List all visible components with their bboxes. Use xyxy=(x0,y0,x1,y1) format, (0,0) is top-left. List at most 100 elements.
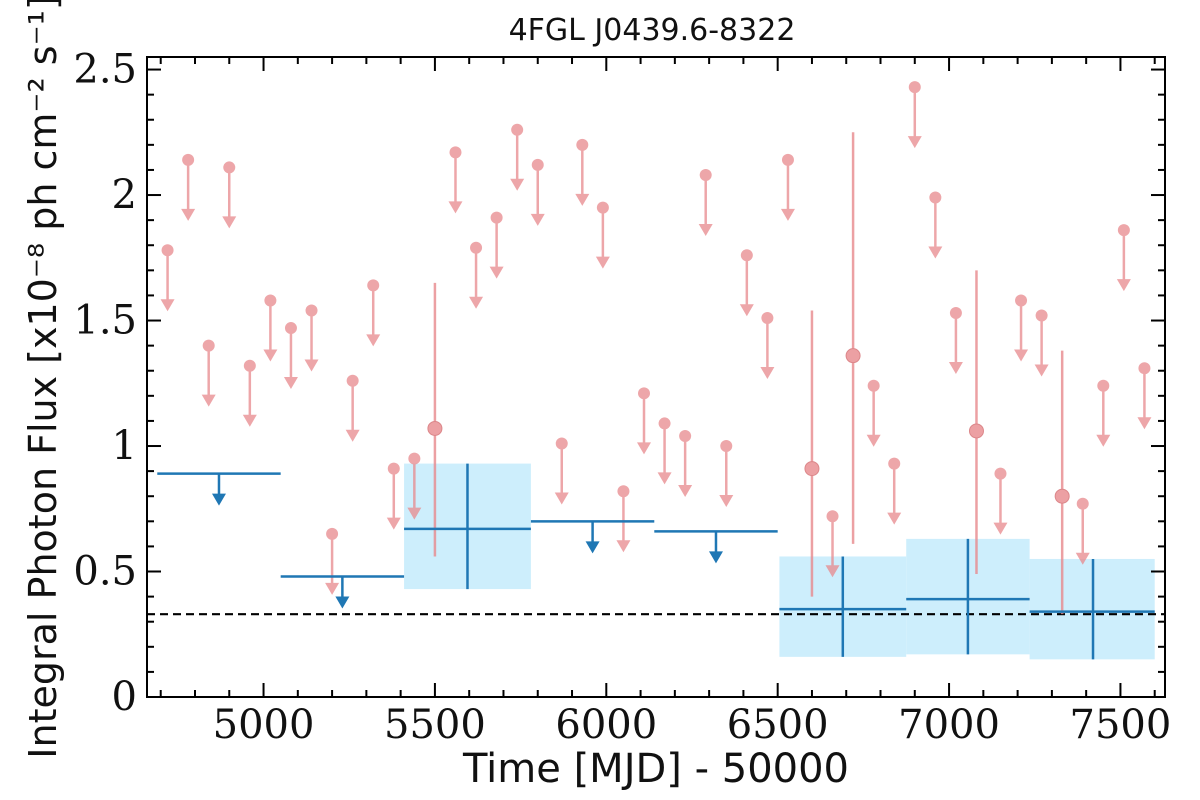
short-bin-upper-limit xyxy=(283,322,298,390)
short-bin-upper-limit xyxy=(825,510,840,578)
short-bin-upper-limit xyxy=(201,339,216,407)
short-bin-detection xyxy=(845,132,861,544)
short-bin-point xyxy=(367,279,380,292)
short-bin-upper-limit xyxy=(1014,294,1029,362)
short-bin-upper-limit xyxy=(907,81,922,149)
short-bin-upper-limit xyxy=(887,457,902,525)
axis-ticks: 5000 5500 6000 6500 7000 7500 0 0.5 1 1.5 2 2.5 xyxy=(73,47,1171,748)
upper-limit-arrowhead xyxy=(907,136,922,149)
short-bin-upper-limit xyxy=(1096,379,1111,447)
short-bin-point xyxy=(888,457,901,470)
long-bin-arrowhead xyxy=(335,596,350,609)
short-bin-upper-limit xyxy=(469,241,484,309)
short-bin-point xyxy=(223,161,236,174)
upper-limit-arrowhead xyxy=(595,256,610,269)
short-bin-point xyxy=(326,527,339,540)
y-tick-label: 2.5 xyxy=(73,47,137,93)
short-bin-point xyxy=(761,312,774,325)
short-bin-upper-limit xyxy=(657,417,672,485)
short-bin-upper-limit xyxy=(780,153,795,221)
short-bin-upper-limit xyxy=(575,138,590,206)
short-bin-point xyxy=(845,348,861,364)
upper-limit-arrowhead xyxy=(181,208,196,221)
short-bin-upper-limit xyxy=(1137,362,1152,430)
upper-limit-arrowhead xyxy=(1116,279,1131,292)
x-tick-label: 6000 xyxy=(555,702,657,748)
short-bin-point xyxy=(408,452,421,465)
short-bin-upper-limit xyxy=(948,307,963,374)
upper-limit-arrowhead xyxy=(160,299,175,312)
long-bin-arrowhead xyxy=(585,541,600,554)
short-bin-upper-limit xyxy=(616,485,631,553)
short-bin-upper-limit xyxy=(407,452,422,520)
upper-limit-arrowhead xyxy=(201,394,216,407)
upper-limit-arrowhead xyxy=(1137,417,1152,430)
short-bin-point xyxy=(679,429,692,442)
short-bin-upper-limit xyxy=(530,158,545,226)
short-bin-upper-limit xyxy=(304,304,319,372)
short-bin-upper-limit xyxy=(678,429,693,497)
upper-limit-arrowhead xyxy=(1096,434,1111,447)
short-bin-point xyxy=(638,387,651,400)
short-bin-point xyxy=(949,307,962,319)
short-bin-point xyxy=(1015,294,1028,307)
short-bin-detection xyxy=(968,270,984,575)
upper-limit-arrowhead xyxy=(366,334,381,347)
short-bin-point xyxy=(1117,224,1130,237)
upper-limit-arrowhead xyxy=(993,522,1008,535)
long-bin-arrowhead xyxy=(211,493,226,506)
upper-limit-arrowhead xyxy=(698,223,713,236)
short-bin-point xyxy=(908,81,921,94)
x-tick-label: 5500 xyxy=(384,702,486,748)
y-axis-label: Integral Photon Flux [x10⁻⁸ ph cm⁻² s⁻¹] xyxy=(21,0,65,759)
short-bin-detection xyxy=(1054,350,1070,615)
short-bin-upper-limit xyxy=(386,462,401,530)
short-bin-point xyxy=(182,153,195,166)
x-tick-label: 7500 xyxy=(1070,702,1172,748)
short-bin-point xyxy=(555,437,568,450)
short-bin-upper-limit xyxy=(366,279,381,347)
short-bin-detection xyxy=(427,282,443,557)
short-bin-point xyxy=(740,249,753,262)
short-bin-upper-limit xyxy=(160,244,175,312)
short-bin-point xyxy=(490,211,503,224)
short-bin-point xyxy=(826,510,839,523)
short-bin-upper-limit xyxy=(325,527,340,595)
upper-limit-arrowhead xyxy=(263,349,278,362)
short-bin-upper-limit xyxy=(222,161,237,229)
x-tick-label: 5000 xyxy=(213,702,315,748)
short-bin-upper-limit xyxy=(489,211,504,279)
chart-title: 4FGL J0439.6-8322 xyxy=(509,13,796,48)
short-bin-upper-limit xyxy=(181,153,196,221)
short-bin-upper-limit xyxy=(993,467,1008,535)
short-bin-point xyxy=(596,201,609,214)
upper-limit-arrowhead xyxy=(283,377,298,390)
short-bin-point xyxy=(387,462,400,475)
y-tick-label: 1.5 xyxy=(73,298,137,344)
short-bin-point xyxy=(202,339,215,352)
short-bin-upper-limit xyxy=(866,379,881,447)
short-bin-point xyxy=(658,417,671,430)
short-bin-upper-limit xyxy=(1034,309,1049,377)
upper-limit-arrowhead xyxy=(448,201,463,214)
plot-frame xyxy=(146,56,1166,698)
upper-limit-arrowhead xyxy=(760,367,775,380)
short-bin-point xyxy=(1097,379,1110,392)
upper-limit-arrowhead xyxy=(657,472,672,485)
short-bin-point xyxy=(1054,488,1070,504)
x-tick-label: 7000 xyxy=(898,702,1000,748)
upper-limit-arrowhead xyxy=(928,246,943,259)
y-tick-label: 1 xyxy=(112,423,137,469)
upper-limit-arrowhead xyxy=(616,540,631,553)
short-bin-upper-limit xyxy=(1075,497,1090,565)
upper-limit-arrowhead xyxy=(719,495,734,508)
upper-limit-arrowhead xyxy=(469,296,484,309)
short-bin-point xyxy=(994,467,1007,480)
short-bin-point xyxy=(264,294,277,307)
upper-limit-arrowhead xyxy=(1075,552,1090,565)
short-bin-upper-limit xyxy=(698,168,713,236)
upper-limit-arrowhead xyxy=(866,434,881,447)
short-bin-upper-limit xyxy=(760,312,775,380)
y-tick-label: 0 xyxy=(112,674,137,720)
short-bin-point xyxy=(470,241,483,254)
